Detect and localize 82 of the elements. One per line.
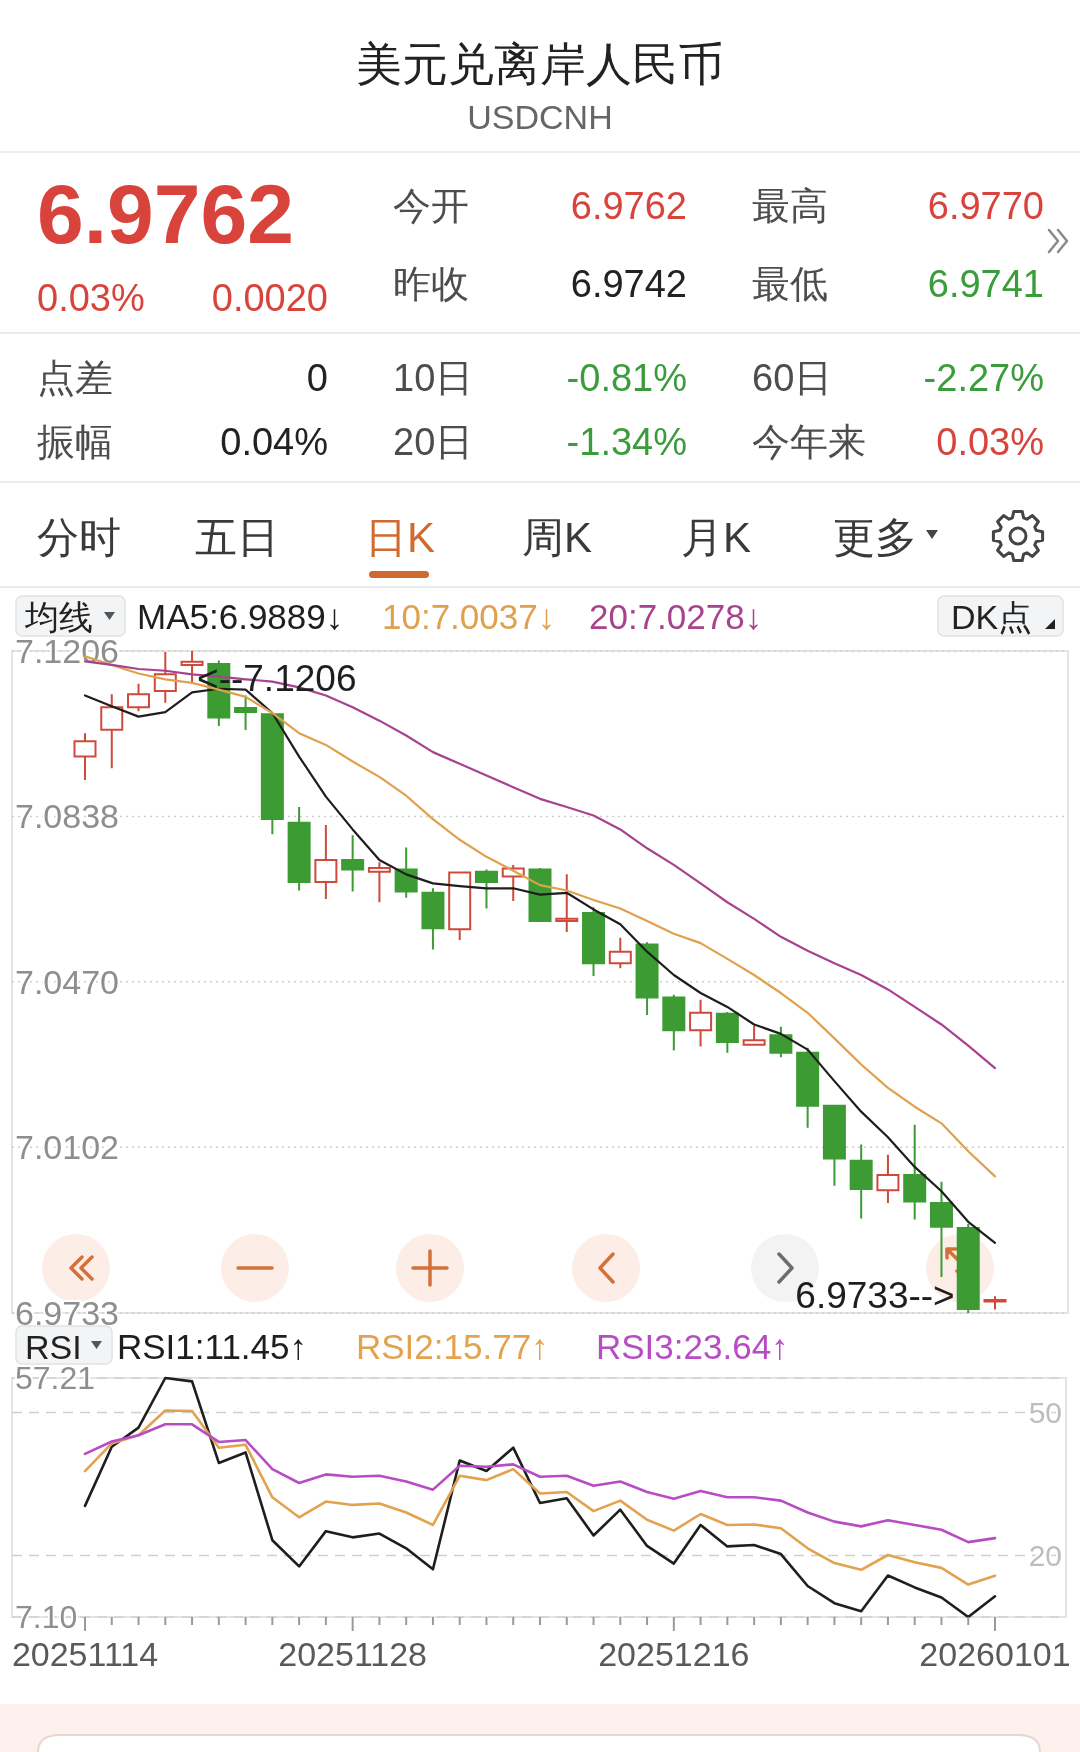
candlestick [314, 823, 338, 901]
legend-title: 均线 [24, 598, 93, 636]
line-series [83, 1423, 997, 1544]
y-tick-label: 7.0838 [15, 797, 119, 836]
candlestick [421, 887, 445, 951]
text: -0.81% [566, 357, 687, 399]
text: -2.27% [923, 357, 1044, 399]
text: 60日 [752, 357, 833, 399]
text: 美元兑离岸人民币 [356, 38, 724, 90]
candlestick [769, 1025, 793, 1059]
candlestick [341, 834, 365, 893]
candlestick [715, 1010, 739, 1054]
candlestick [73, 732, 97, 781]
candlestick [287, 805, 311, 892]
series-label: RSI1:11.45↑ [117, 1327, 308, 1366]
text: 五日 [195, 514, 279, 561]
candlestick [582, 906, 606, 977]
text: 6.9741 [927, 263, 1044, 305]
x-tick-label: 20251114 [11, 1635, 159, 1673]
candlestick [100, 693, 124, 770]
text: 日K [365, 514, 436, 561]
candlestick [876, 1153, 900, 1204]
candlestick [234, 694, 258, 732]
line-series [83, 1409, 997, 1586]
candlestick [796, 1046, 820, 1129]
text: 最低 [752, 263, 828, 305]
text: 今开 [393, 185, 469, 227]
text: MA5:6.9889↓ [137, 597, 344, 636]
text: 0.03% [936, 421, 1044, 463]
text: 10:7.0037↓ [382, 597, 556, 636]
candlestick [635, 941, 659, 1017]
text: 20:7.0278↓ [589, 597, 763, 636]
candlestick [956, 1223, 980, 1314]
candlestick [555, 873, 579, 933]
text: USDCNH [467, 98, 613, 136]
candlestick [127, 682, 151, 713]
annotation: 6.9733--> [795, 1275, 955, 1316]
candlestick [689, 998, 713, 1048]
candlestick [662, 993, 686, 1052]
candlestick [742, 1024, 766, 1047]
candlestick [849, 1143, 873, 1220]
text: 0.04% [220, 421, 328, 463]
candlestick [608, 936, 632, 970]
y2-tick-label: 50 [1028, 1395, 1062, 1429]
candlestick [822, 1104, 846, 1187]
text: 20日 [393, 421, 474, 463]
text: 6.9762 [570, 185, 687, 227]
text: 6.9770 [927, 185, 1044, 227]
text: RSI2:15.77↑ [356, 1327, 549, 1366]
y2-tick-label: 20 [1028, 1538, 1062, 1572]
candlestick [367, 861, 391, 904]
candlestick [929, 1180, 953, 1279]
text: 分时 [37, 514, 121, 561]
text: 0 [306, 357, 328, 399]
text: 6.9762 [37, 167, 294, 261]
y-tick-label: 7.0470 [15, 962, 119, 1001]
text: 6.9742 [570, 263, 687, 305]
text: 今年来 [752, 421, 866, 463]
text: DK点 [951, 598, 1033, 636]
y-tick-label: 7.10 [15, 1599, 78, 1636]
candlestick [983, 1295, 1007, 1311]
text: 0.03% [37, 277, 145, 319]
text: 0.0020 [211, 277, 328, 319]
text: 点差 [37, 357, 113, 399]
text: 最高 [752, 185, 828, 227]
text: 周K [522, 514, 593, 561]
x-tick-label: 20251128 [278, 1635, 428, 1673]
text: -1.34% [566, 421, 687, 463]
text: 昨收 [393, 263, 469, 305]
text: 振幅 [37, 421, 113, 463]
y-tick-label: 7.0102 [15, 1128, 119, 1167]
candlestick [903, 1123, 927, 1221]
x-tick-label: 20251216 [598, 1635, 750, 1673]
candlestick [260, 712, 284, 836]
x-tick-label: 20260101 [919, 1635, 1071, 1673]
text: 10日 [393, 357, 474, 399]
text: 更多 [833, 514, 917, 561]
text: 月K [681, 514, 752, 561]
candlestick [448, 870, 472, 941]
candlestick [394, 846, 418, 899]
text: RSI3:23.64↑ [596, 1327, 789, 1366]
candlestick [474, 868, 498, 910]
